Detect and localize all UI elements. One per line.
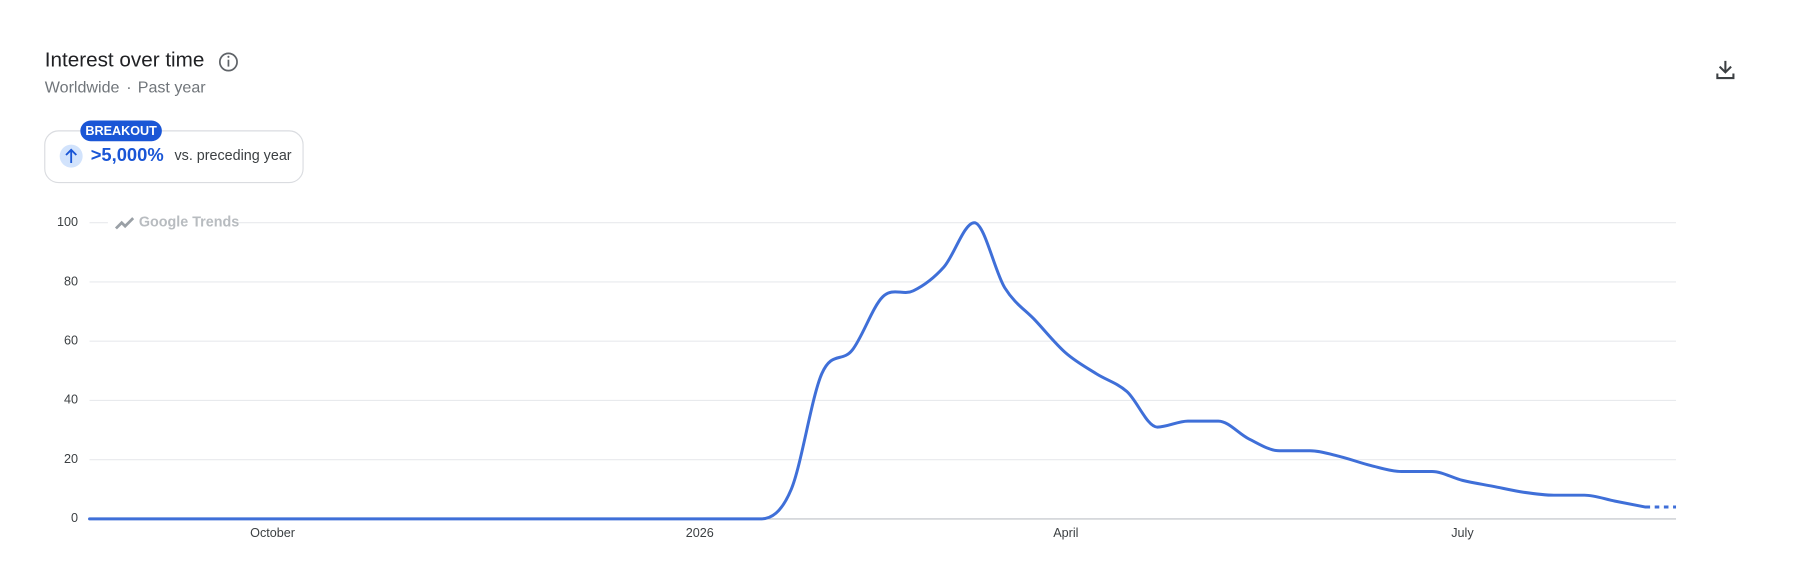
x-tick-label: 2026 xyxy=(686,526,714,540)
y-tick-label: 40 xyxy=(64,393,78,407)
badge-arrow xyxy=(65,148,77,164)
watermark-icon xyxy=(114,217,135,230)
y-tick-label: 20 xyxy=(64,452,78,466)
y-tick-label: 0 xyxy=(71,511,78,525)
separator: · xyxy=(126,79,131,97)
trend-line xyxy=(88,221,1648,521)
plot: 0 20 40 60 80 100 Google Trends October 2026 Apri… xyxy=(57,211,1677,540)
y-tick-label: 60 xyxy=(64,334,78,348)
x-tick-label: April xyxy=(1053,526,1078,540)
info-icon[interactable] xyxy=(218,52,238,72)
chart-title: Interest over time xyxy=(45,48,205,71)
badge-comparison: vs. preceding year xyxy=(174,148,291,164)
period: Past year xyxy=(138,79,207,97)
x-tick-label: July xyxy=(1451,526,1474,540)
download-icon xyxy=(1716,60,1735,80)
badge-label: BREAKOUT xyxy=(85,124,157,138)
y-tick-label: 80 xyxy=(64,274,78,288)
badge-box xyxy=(44,130,304,184)
info-icon-dot xyxy=(227,55,230,58)
region: Worldwide xyxy=(45,79,120,97)
badge-pill xyxy=(80,120,162,142)
watermark-bg xyxy=(107,211,235,235)
x-tick-label: October xyxy=(250,526,295,540)
y-tick-label: 100 xyxy=(57,215,78,229)
download-button[interactable] xyxy=(1716,60,1735,80)
badge-change: >5,000% xyxy=(91,144,164,165)
watermark: Google Trends xyxy=(139,214,239,230)
